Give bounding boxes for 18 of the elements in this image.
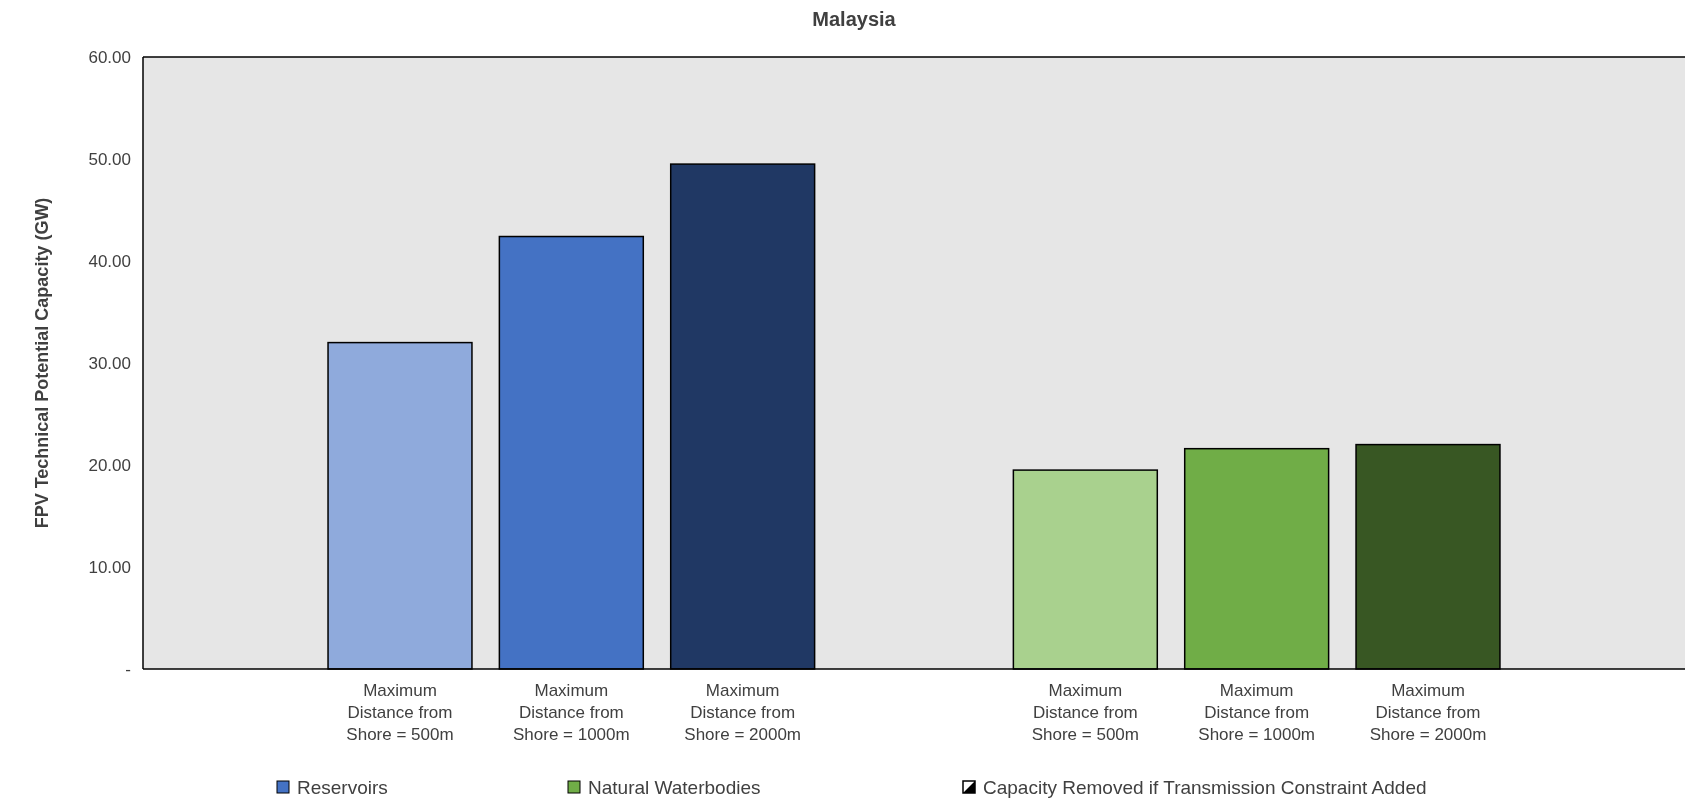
y-tick-label: 20.00: [88, 455, 131, 475]
x-tick-label: Maximum Distance from Shore = 500m: [346, 681, 454, 744]
y-tick-label: 10.00: [88, 557, 131, 577]
x-tick-label: Maximum Distance from Shore = 1000m: [1198, 681, 1316, 744]
x-tick-label: Maximum Distance from Shore = 500m: [1031, 681, 1139, 744]
legend-label: Capacity Removed if Transmission Constraint Added: [983, 776, 1427, 798]
y-axis-title: FPV Technical Potential Capacity (GW): [32, 197, 52, 529]
x-tick-label: Maximum Distance from Shore = 1000m: [512, 681, 630, 744]
y-tick-label: 40.00: [88, 251, 131, 271]
y-tick-label: 50.00: [88, 149, 131, 169]
y-tick-label: -: [125, 659, 131, 679]
x-tick-label: Maximum Distance from Shore = 2000m: [1369, 681, 1487, 744]
y-tick-label: 60.00: [88, 47, 131, 67]
chart-title: Malaysia: [812, 8, 897, 30]
legend-label: Reservoirs: [297, 776, 388, 798]
y-tick-label: 30.00: [88, 353, 131, 373]
x-tick-label: Maximum Distance from Shore = 2000m: [684, 681, 802, 744]
legend-label: Natural Waterbodies: [588, 776, 761, 798]
